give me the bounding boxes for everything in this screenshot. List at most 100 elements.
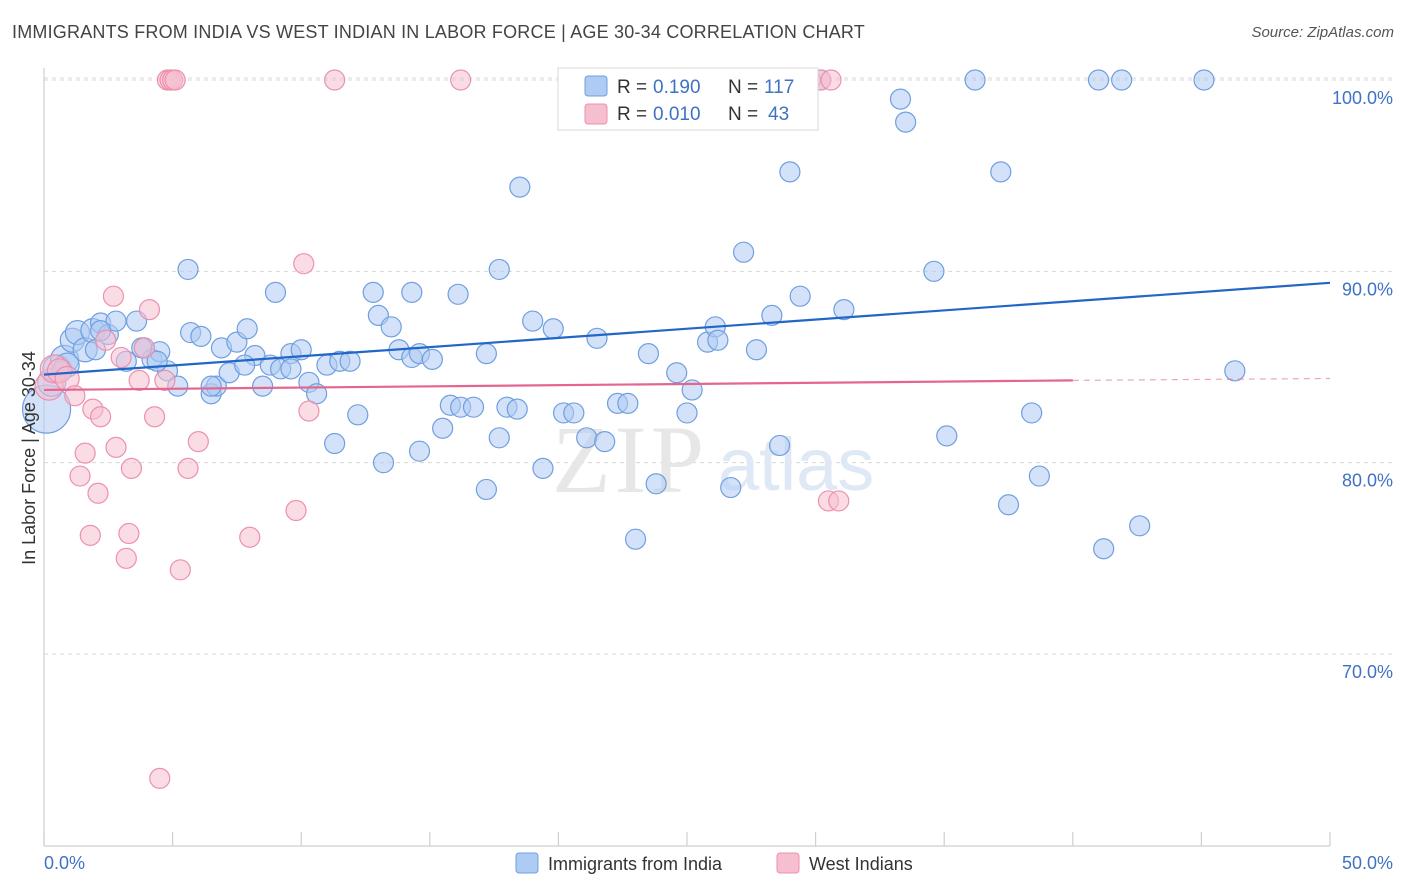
india-point xyxy=(234,354,256,376)
india-point xyxy=(586,327,608,349)
y-tick-label: 90.0% xyxy=(1342,279,1393,299)
westindian-point xyxy=(133,337,155,359)
watermark-zip: ZIP xyxy=(552,406,708,513)
india-point xyxy=(462,396,485,418)
india-point xyxy=(1093,538,1115,560)
india-point xyxy=(177,258,199,281)
x-tick-min-label: 0.0% xyxy=(44,853,85,873)
india-point xyxy=(1193,69,1215,91)
india-point xyxy=(252,375,274,397)
legend-westindian-swatch xyxy=(584,103,608,125)
westindian-point xyxy=(102,285,125,307)
legend-india-n-value: 117 xyxy=(764,77,794,98)
india-point xyxy=(347,404,369,426)
india-point xyxy=(408,440,431,462)
india-point xyxy=(1087,69,1110,91)
legend-westindian-n-value: 43 xyxy=(768,104,789,125)
westindian-point xyxy=(828,490,850,512)
india-point xyxy=(1021,402,1043,424)
india-point xyxy=(264,281,287,303)
westindian-point xyxy=(154,369,176,391)
india-point xyxy=(624,528,647,550)
y-tick-label: 70.0% xyxy=(1342,662,1393,682)
bottom-legend-india-swatch xyxy=(515,852,539,874)
westindian-point xyxy=(118,522,140,545)
chart-title: IMMIGRANTS FROM INDIA VS WEST INDIAN IN … xyxy=(12,22,866,42)
westindian-point xyxy=(79,524,101,546)
india-point xyxy=(576,427,598,449)
legend: R = 0.190 N = 117 R = 0.010 N = 43 xyxy=(557,67,819,131)
x-tick-max-label: 50.0% xyxy=(1342,853,1393,873)
westindian-point xyxy=(105,436,127,458)
bottom-legend-westindian-label: West Indians xyxy=(809,854,913,874)
trend-layer xyxy=(43,281,1331,392)
india-point xyxy=(401,281,423,303)
india-point xyxy=(324,432,346,455)
legend-westindian-r-value: 0.010 xyxy=(653,104,701,125)
india-point xyxy=(488,427,510,449)
india-point xyxy=(936,425,958,447)
india-point xyxy=(732,241,755,263)
bottom-legend: Immigrants from India West Indians xyxy=(515,852,913,874)
points-layer xyxy=(21,69,1246,789)
india-point xyxy=(1028,465,1050,487)
india-point xyxy=(676,402,698,424)
india-point xyxy=(290,339,312,361)
watermark-atlas: atlas xyxy=(718,423,874,506)
westindian-point xyxy=(128,369,150,391)
india-point xyxy=(447,283,469,305)
india-point xyxy=(563,402,585,424)
westindian-point xyxy=(169,559,191,581)
westindian-trend-extension xyxy=(1072,377,1331,381)
india-point xyxy=(990,161,1012,183)
legend-india-swatch xyxy=(584,75,608,97)
westindian-point xyxy=(138,299,161,321)
india-point xyxy=(432,417,454,439)
india-point xyxy=(488,258,510,281)
axis-layer xyxy=(43,68,1331,847)
westindian-point xyxy=(149,767,171,789)
india-point xyxy=(522,310,544,332)
india-point xyxy=(475,343,497,365)
westindian-point xyxy=(115,547,137,569)
india-point xyxy=(421,348,443,370)
india-point xyxy=(280,358,302,380)
india-point xyxy=(833,299,855,321)
india-point xyxy=(964,69,986,91)
india-point xyxy=(745,339,768,361)
india-point xyxy=(645,473,667,495)
india-point xyxy=(1111,69,1133,91)
y-axis-label: In Labor Force | Age 30-34 xyxy=(19,351,39,565)
india-point xyxy=(372,452,395,474)
india-point xyxy=(362,281,384,303)
westindian-point xyxy=(187,431,209,453)
legend-westindian-r-label: R = xyxy=(617,104,652,125)
india-point xyxy=(190,325,212,347)
westindian-point xyxy=(164,69,186,91)
legend-westindian-n-label: N = xyxy=(728,104,763,125)
india-point xyxy=(707,329,729,351)
india-point xyxy=(779,161,801,183)
westindian-trend-line xyxy=(43,379,1073,392)
westindian-point xyxy=(285,499,307,522)
india-point xyxy=(1224,360,1246,382)
india-point xyxy=(532,457,554,480)
india-point xyxy=(617,392,639,414)
india-point xyxy=(997,494,1020,516)
india-point xyxy=(666,362,688,384)
westindian-point xyxy=(120,457,143,480)
westindian-point xyxy=(110,346,132,369)
westindian-point xyxy=(293,253,315,275)
india-point xyxy=(475,478,497,501)
india-point xyxy=(895,111,917,133)
india-trend-line xyxy=(43,281,1331,376)
bottom-legend-westindian-swatch xyxy=(776,852,800,874)
source-label: Source: ZipAtlas.com xyxy=(1251,24,1394,41)
y-tick-labels: 70.0% 80.0% 90.0% 100.0% xyxy=(1332,88,1393,682)
westindian-point xyxy=(177,457,199,480)
india-point xyxy=(236,318,258,340)
india-point xyxy=(542,318,564,340)
india-point xyxy=(200,375,222,397)
india-point xyxy=(768,434,791,457)
